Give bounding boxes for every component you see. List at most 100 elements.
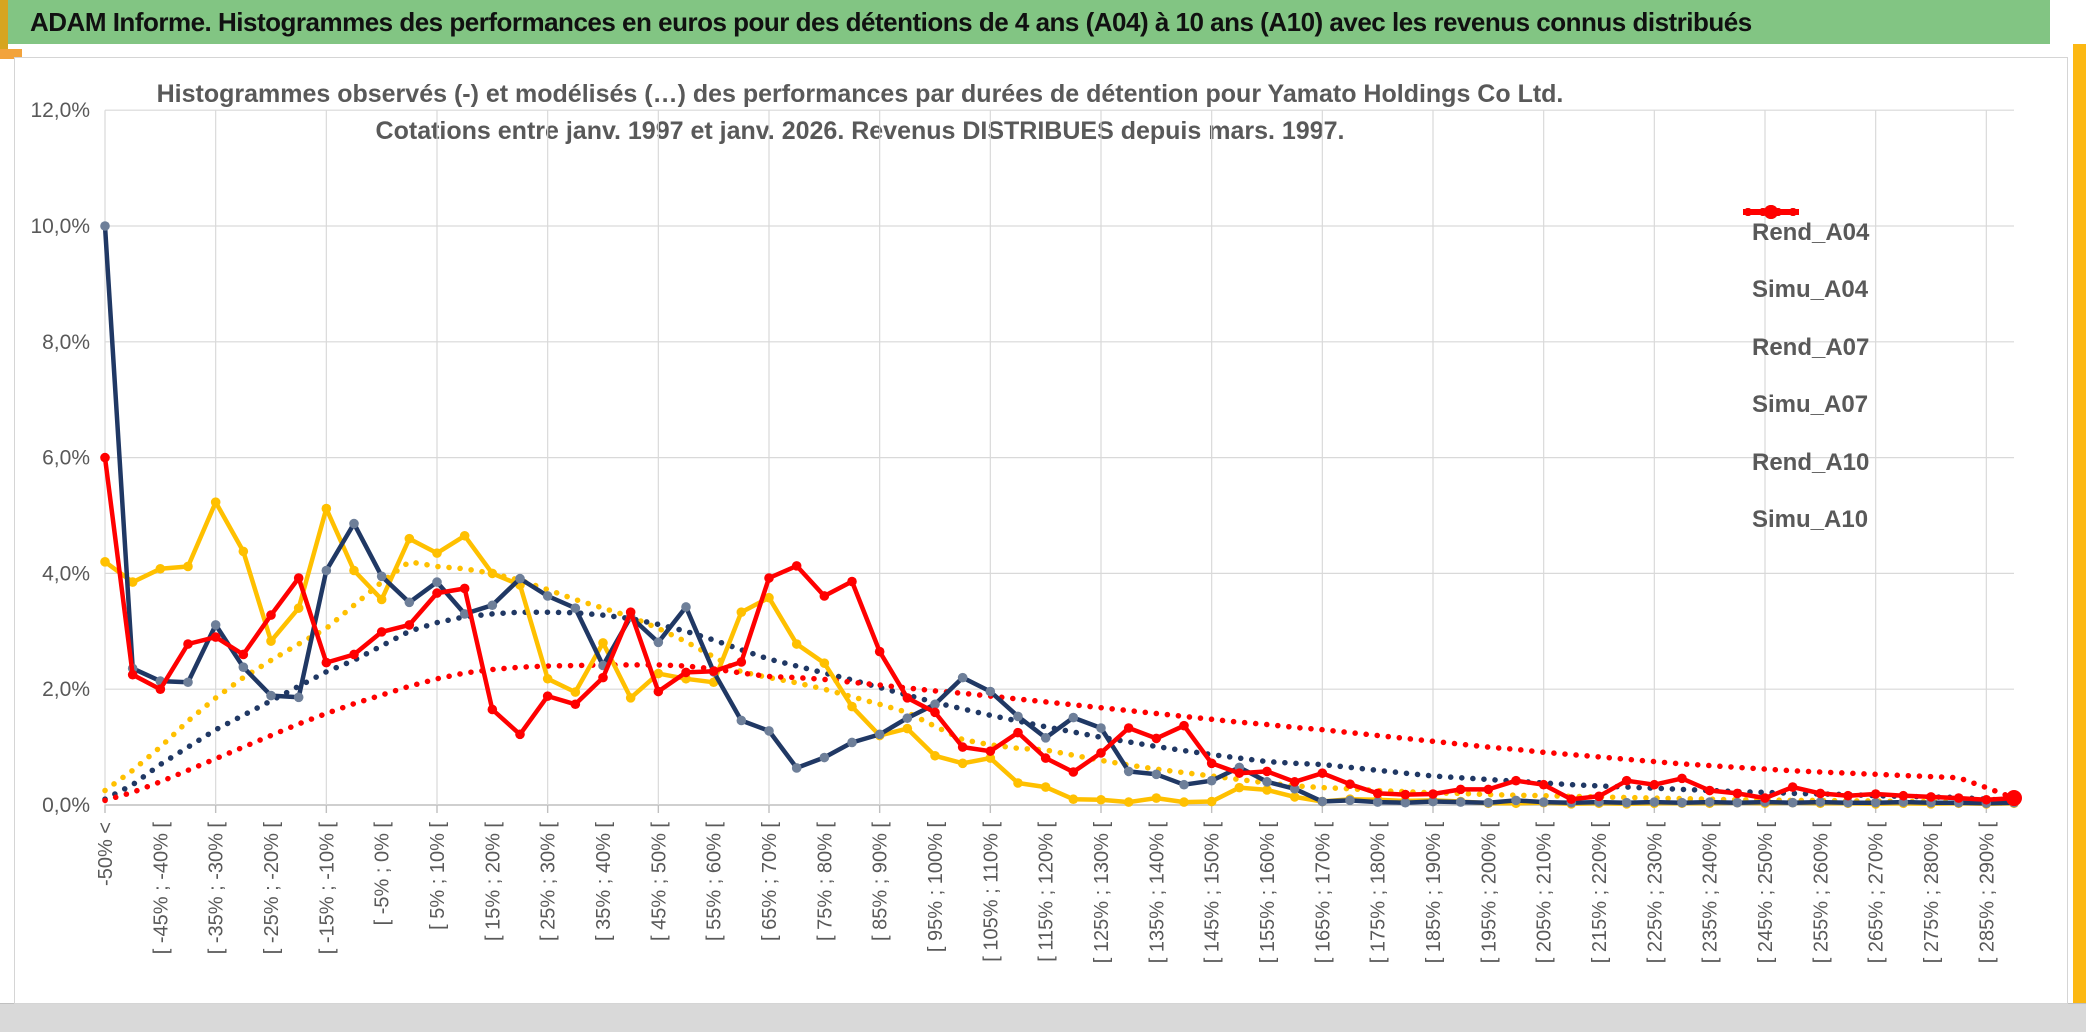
series-marker-Rend_A10: [1815, 788, 1826, 799]
series-marker-Rend_A07: [1704, 797, 1715, 807]
series-marker-Rend_A07: [1096, 723, 1106, 733]
series-marker-Rend_A07: [1179, 779, 1189, 790]
series-marker-Rend_A04: [210, 497, 221, 507]
series-marker-Rend_A10: [1566, 794, 1577, 805]
series-marker-Rend_A07: [376, 571, 387, 582]
series-marker-Rend_A10: [210, 632, 221, 642]
series-marker-Rend_A07: [1455, 797, 1466, 807]
x-axis-tick-label: [ 65% ; 70% [: [759, 822, 781, 941]
series-marker-Rend_A07: [210, 620, 221, 630]
series-line-Simu_A10: [102, 662, 2017, 804]
series-marker-Rend_A10: [1234, 768, 1245, 778]
series-marker-Rend_A07: [930, 699, 940, 710]
series-marker-Rend_A07: [1870, 797, 1881, 808]
series-marker-Rend_A10: [736, 657, 747, 667]
series-marker-Rend_A10: [1317, 768, 1328, 778]
x-axis-tick-label: [ 275% ; 280% [: [1921, 822, 1943, 964]
series-marker-Rend_A04: [625, 693, 636, 703]
series-marker-Rend_A10: [1594, 791, 1604, 802]
x-axis-tick-label: [ 95% ; 100% [: [925, 822, 947, 953]
series-marker-Rend_A07: [681, 602, 691, 612]
series-marker-Rend_A07: [1483, 797, 1494, 808]
x-axis-tick-label: [ 55% ; 60% [: [704, 822, 726, 941]
y-axis-tick-label: 2,0%: [42, 678, 90, 701]
series-marker-Rend_A10: [1926, 792, 1936, 802]
x-axis-tick-label: [ 235% ; 240% [: [1700, 822, 1722, 964]
series-marker-Rend_A07: [1621, 797, 1632, 808]
legend-entry-Rend_A10: Rend_A10: [1742, 205, 2002, 492]
series-marker-Rend_A07: [1815, 797, 1826, 807]
chart-title: Histogrammes observés (-) et modélisés (…: [150, 76, 1570, 150]
legend-label-Rend_A10: Rend_A10: [1752, 448, 1870, 476]
x-axis-tick-label: [ 25% ; 30% [: [538, 822, 560, 941]
x-axis-tick-label: [ -45% ; -40% [: [150, 822, 172, 955]
series-marker-Rend_A10: [874, 646, 885, 657]
series-marker-Rend_A10: [1760, 793, 1770, 803]
series-marker-Rend_A04: [1151, 793, 1162, 803]
series-marker-Rend_A07: [459, 609, 470, 619]
series-marker-Rend_A10: [570, 699, 581, 710]
x-axis-tick-label: [ 255% ; 260% [: [1810, 822, 1832, 964]
series-marker-Rend_A07: [1649, 797, 1660, 807]
y-axis-tick-label: 8,0%: [42, 331, 90, 354]
series-marker-Rend_A10: [1179, 720, 1189, 731]
x-axis-tick-label: [ 5% ; 10% [: [427, 822, 449, 930]
series-marker-Rend_A10: [1732, 788, 1743, 799]
series-marker-Rend_A07: [1040, 733, 1051, 743]
series-marker-Rend_A07: [238, 662, 249, 672]
series-marker-Rend_A10: [1538, 779, 1549, 790]
series-marker-Rend_A04: [459, 530, 470, 541]
series-marker-Rend_A07: [293, 692, 304, 703]
series-marker-Rend_A07: [570, 603, 581, 613]
y-axis-tick-label: 10,0%: [30, 215, 90, 238]
series-marker-Rend_A04: [1013, 778, 1023, 788]
series-marker-Rend_A10: [404, 620, 415, 630]
legend-label-Simu_A07: Simu_A07: [1752, 391, 1869, 419]
legend-entry-Simu_A04: Simu_A04: [1742, 208, 2002, 320]
series-marker-Rend_A10: [681, 667, 691, 678]
page-right-accent: [2073, 44, 2086, 1022]
y-axis-tick-label: 0,0%: [42, 794, 90, 817]
series-marker-Rend_A07: [819, 752, 830, 763]
x-axis-tick-label: [ 175% ; 180% [: [1368, 822, 1390, 964]
series-marker-Rend_A07: [487, 600, 498, 611]
series-marker-Rend_A07: [957, 672, 968, 683]
series-marker-Rend_A07: [847, 737, 857, 748]
series-marker-Rend_A10: [930, 707, 940, 718]
series-marker-Rend_A07: [1511, 795, 1521, 806]
series-marker-Rend_A10: [1123, 723, 1134, 733]
series-marker-Rend_A10: [376, 627, 387, 637]
series-marker-Rend_A04: [238, 546, 249, 557]
page-left-accent: [0, 0, 8, 49]
series-marker-Rend_A10: [183, 639, 193, 649]
x-axis-tick-label: [ 205% ; 210% [: [1534, 822, 1556, 964]
series-marker-Rend_A07: [266, 690, 276, 701]
series-marker-Rend_A07: [404, 597, 415, 608]
x-axis-tick-label: [ 265% ; 270% [: [1866, 822, 1888, 964]
series-line-Simu_A04: [102, 559, 2017, 807]
series-marker-Rend_A10: [1345, 779, 1355, 789]
x-axis-tick-label: [ 215% ; 220% [: [1589, 822, 1611, 964]
series-marker-Rend_A10: [1262, 766, 1272, 777]
series-marker-Rend_A07: [321, 565, 332, 576]
series-marker-Rend_A04: [791, 639, 802, 649]
series-marker-Rend_A10: [542, 691, 553, 701]
series-marker-Rend_A07: [1151, 769, 1162, 780]
series-marker-Rend_A04: [819, 658, 830, 668]
x-axis-tick-label: [ 135% ; 140% [: [1146, 822, 1168, 964]
legend-label-Simu_A10: Simu_A10: [1752, 506, 1869, 534]
series-marker-Rend_A07: [1400, 797, 1411, 808]
series-marker-Rend_A10: [1400, 789, 1411, 800]
series-marker-Rend_A07: [183, 677, 193, 688]
series-marker-Rend_A10: [432, 588, 442, 598]
series-marker-Rend_A10: [1511, 775, 1521, 786]
series-marker-Rend_A04: [432, 548, 442, 558]
series-marker-Rend_A10: [127, 669, 138, 680]
series-marker-Rend_A04: [1123, 797, 1134, 807]
y-axis-tick-label: 12,0%: [30, 99, 90, 122]
series-marker-Rend_A07: [764, 726, 774, 736]
series-marker-Rend_A07: [1428, 796, 1438, 807]
series-marker-Rend_A10: [902, 693, 913, 703]
series-marker-Rend_A10: [1704, 785, 1715, 796]
